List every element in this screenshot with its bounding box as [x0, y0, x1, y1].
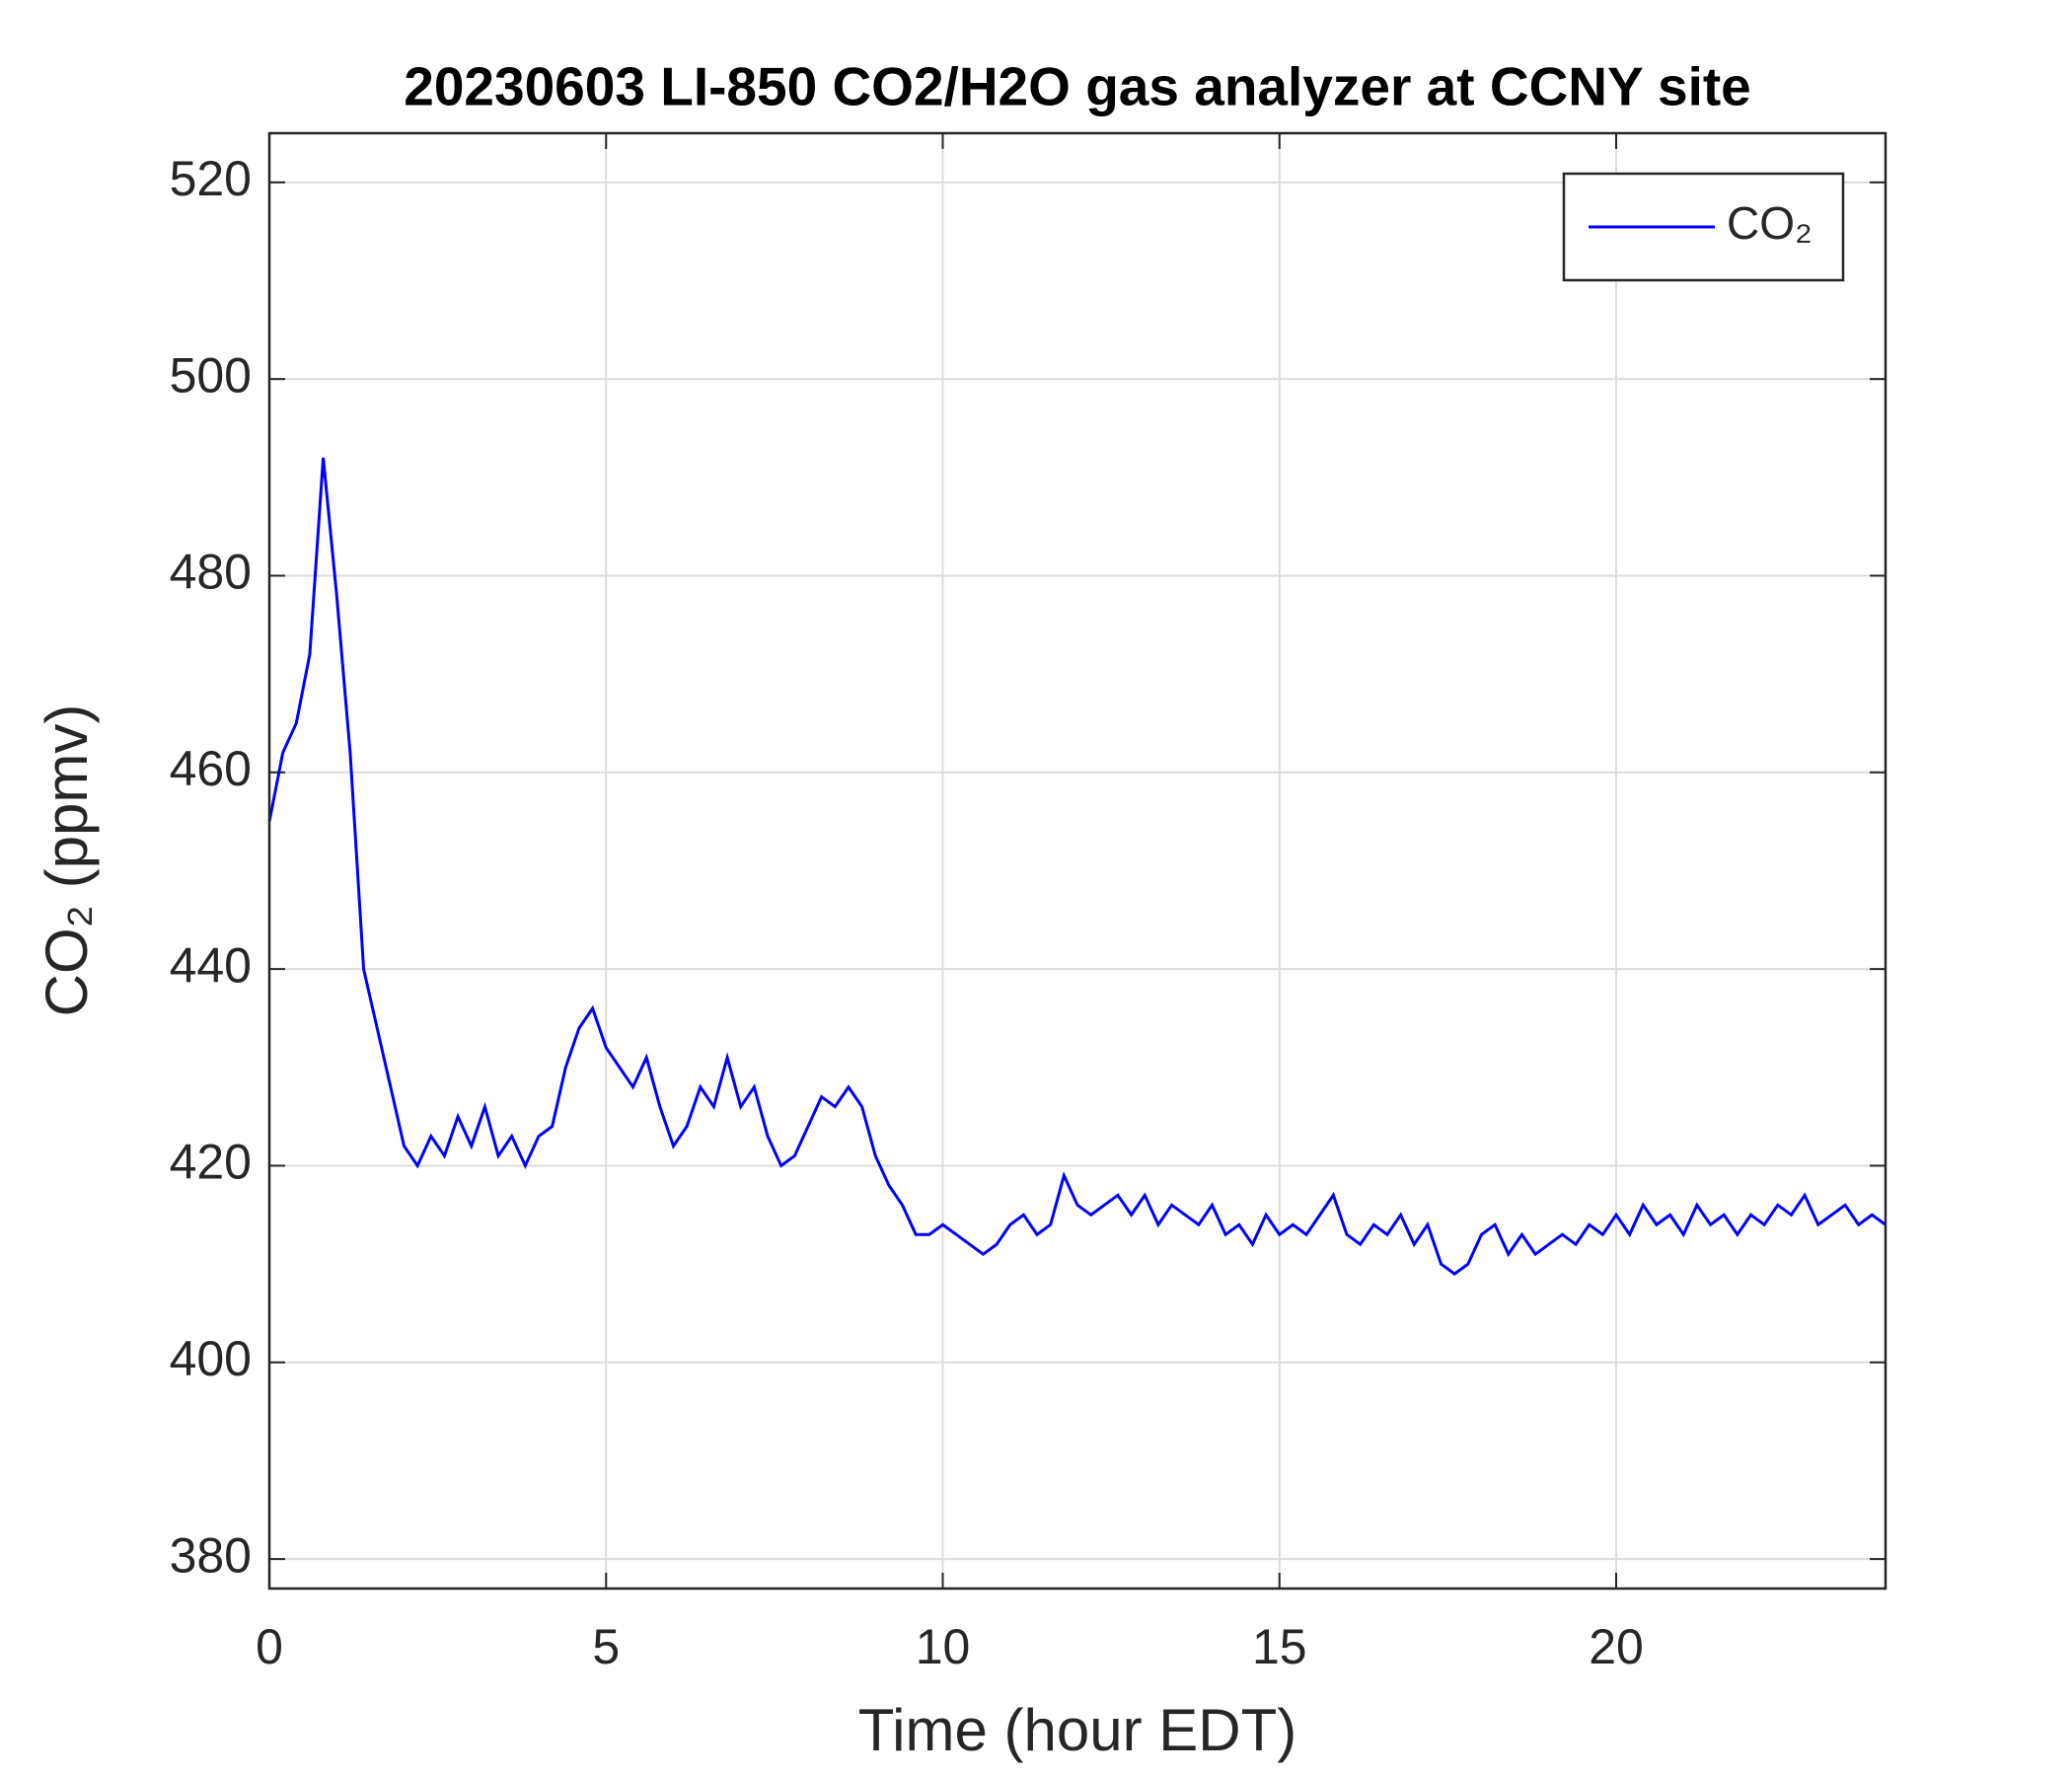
- y-tick-label: 500: [170, 347, 252, 403]
- y-tick-label: 380: [170, 1527, 252, 1583]
- x-tick-label: 0: [256, 1619, 283, 1674]
- y-axis-label: CO₂ (ppmv): [34, 704, 100, 1017]
- legend-label: CO₂: [1727, 197, 1813, 249]
- x-axis-label: Time (hour EDT): [858, 1697, 1297, 1763]
- y-tick-label: 480: [170, 545, 252, 600]
- x-tick-label: 5: [592, 1619, 620, 1674]
- data-line: [267, 457, 1887, 1276]
- x-tick-label: 20: [1589, 1619, 1644, 1674]
- y-tick-label: 420: [170, 1135, 252, 1190]
- y-tick-label: 460: [170, 741, 252, 796]
- chart-title: 20230603 LI-850 CO2/H2O gas analyzer at …: [404, 56, 1751, 117]
- axes-box: [267, 131, 1887, 1591]
- y-tick-label: 520: [170, 151, 252, 206]
- x-tick-label: 10: [916, 1619, 971, 1674]
- y-tick-label: 440: [170, 937, 252, 993]
- x-tick-label: 15: [1252, 1619, 1307, 1674]
- y-tick-label: 400: [170, 1331, 252, 1386]
